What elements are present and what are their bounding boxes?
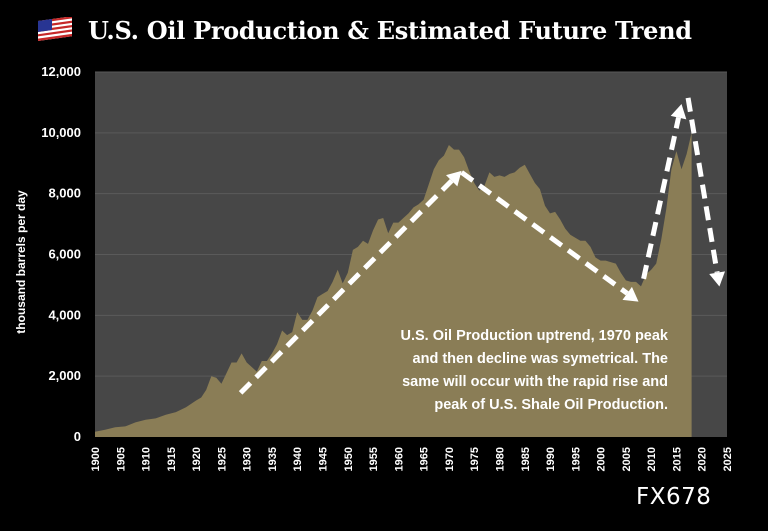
x-tick-label: 2000 — [596, 447, 608, 471]
x-tick-label: 2015 — [671, 447, 683, 471]
x-tick-label: 2020 — [697, 447, 709, 471]
x-tick-label: 1925 — [216, 447, 228, 471]
production-area — [95, 132, 692, 438]
x-tick-label: 1970 — [444, 447, 456, 471]
x-tick-label: 1960 — [393, 447, 405, 471]
trend-arrows — [238, 97, 726, 395]
x-tick-label: 2025 — [722, 447, 734, 471]
x-axis-ticks: 1900 1905 1910 1915 1920 1925 1930 1935 1940 1945… — [90, 447, 734, 471]
y-tick-label: 12,000 — [41, 64, 81, 79]
shale-rise-arrow-head — [670, 103, 687, 120]
title-row: U.S. Oil Production & Estimated Future T… — [38, 10, 692, 50]
y-tick-label: 0 — [74, 429, 81, 444]
x-tick-label: 1930 — [242, 447, 254, 471]
x-tick-label: 1955 — [368, 447, 380, 471]
decline-arrow — [460, 170, 629, 296]
y-tick-label: 2,000 — [48, 368, 81, 383]
y-axis-label: thousand barrels per day — [14, 190, 28, 334]
x-tick-label: 1985 — [520, 447, 532, 471]
x-tick-label: 1990 — [545, 447, 557, 471]
x-tick-label: 1980 — [494, 447, 506, 471]
x-tick-label: 2010 — [646, 447, 658, 471]
annotation-text: U.S. Oil Production uptrend, 1970 peak an… — [401, 328, 669, 413]
uptrend-arrow — [238, 179, 454, 395]
y-tick-label: 4,000 — [48, 307, 81, 322]
annotation-line: U.S. Oil Production uptrend, 1970 peak — [401, 328, 669, 344]
x-tick-label: 1975 — [469, 447, 481, 471]
x-tick-label: 1940 — [292, 447, 304, 471]
chart-title: U.S. Oil Production & Estimated Future T… — [88, 15, 692, 45]
y-tick-label: 8,000 — [48, 186, 81, 201]
y-tick-label: 6,000 — [48, 247, 81, 262]
x-tick-label: 1900 — [90, 447, 102, 471]
y-axis-ticks: 0 2,000 4,000 6,000 8,000 10,000 12,000 — [41, 64, 81, 444]
annotation-line: peak of U.S. Shale Oil Production. — [434, 397, 668, 413]
uptrend-arrow-head — [446, 170, 462, 187]
x-tick-label: 1915 — [166, 447, 178, 471]
us-flag-icon — [38, 17, 72, 42]
x-tick-label: 1920 — [191, 447, 203, 471]
decline-arrow-head — [622, 286, 639, 302]
watermark: FX678 — [636, 484, 712, 510]
shale-decline-arrow-head — [709, 271, 726, 287]
x-tick-label: 1910 — [141, 447, 153, 471]
annotation-line: same will occur with the rapid rise and — [402, 374, 668, 390]
y-tick-label: 10,000 — [41, 125, 81, 140]
annotation-line: and then decline was symetrical. The — [413, 351, 668, 367]
x-tick-label: 1935 — [267, 447, 279, 471]
x-tick-label: 1905 — [115, 447, 127, 471]
x-tick-label: 1965 — [419, 447, 431, 471]
x-tick-label: 1995 — [570, 447, 582, 471]
x-tick-label: 2005 — [621, 447, 633, 471]
x-tick-label: 1950 — [343, 447, 355, 471]
x-tick-label: 1945 — [318, 447, 330, 471]
shale-rise-arrow — [641, 117, 681, 280]
shale-decline-arrow — [685, 97, 720, 274]
